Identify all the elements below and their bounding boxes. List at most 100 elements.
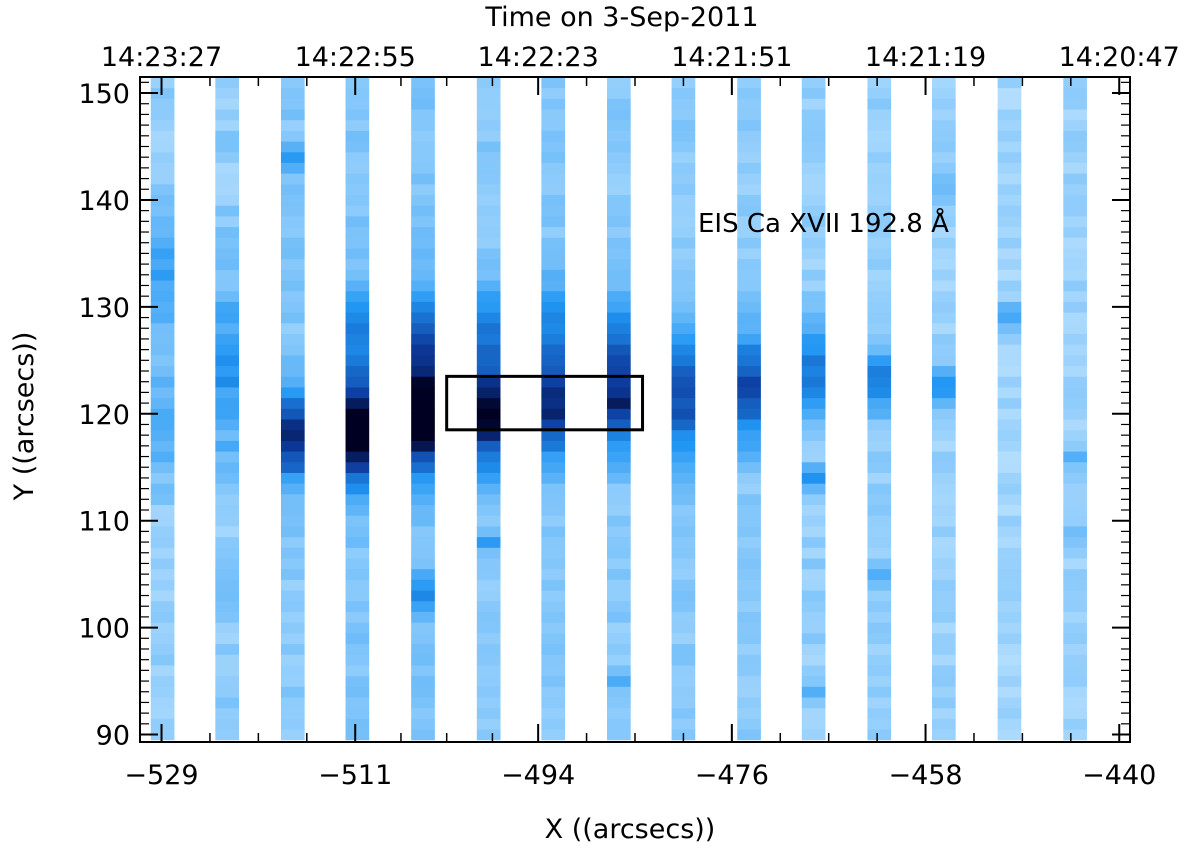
slit-cell — [150, 526, 175, 538]
slit-cell — [215, 686, 239, 698]
slit-cell — [1063, 194, 1087, 206]
slit-cell — [932, 365, 956, 377]
slit-cell — [671, 440, 696, 452]
slit-cell — [541, 130, 566, 142]
slit-cell — [997, 162, 1022, 174]
slit-cell — [671, 344, 696, 356]
slit-cell — [345, 77, 370, 89]
slit-cell — [997, 215, 1022, 228]
slit-cell — [150, 387, 175, 399]
slit-cell — [671, 590, 696, 602]
slit-cell — [411, 354, 435, 367]
slit-cell — [932, 98, 956, 110]
slit-cell — [345, 397, 370, 409]
slit-cell — [997, 536, 1022, 548]
slit-cell — [737, 387, 761, 399]
slit-cell — [476, 536, 501, 548]
slit-cell — [867, 579, 892, 591]
slit-cell — [541, 461, 566, 473]
y-tick-label: 140 — [78, 186, 130, 217]
slit-cell — [801, 312, 826, 324]
slit-cell — [476, 697, 501, 709]
slit-cell — [215, 526, 239, 538]
slit-cell — [801, 419, 826, 431]
slit-cell — [737, 611, 761, 623]
slit-cell — [476, 226, 501, 238]
slit-cell — [737, 301, 761, 313]
slit-cell — [411, 697, 435, 709]
slit-cell — [997, 568, 1022, 580]
slit-cell — [867, 87, 892, 99]
slit-cell — [867, 600, 892, 612]
slit-cell — [280, 547, 305, 559]
slit-cell — [345, 665, 370, 677]
slit-cell — [411, 87, 435, 99]
slit-cell — [801, 729, 826, 741]
slit-cell — [411, 718, 435, 730]
slit-cell — [280, 526, 305, 538]
slit-cell — [867, 344, 892, 356]
slit-cell — [801, 697, 826, 709]
slit-cell — [476, 429, 501, 441]
slit-cell — [150, 269, 175, 281]
slit-cell — [476, 354, 501, 367]
y-axis-title: Y ((arcsecs)) — [9, 332, 40, 502]
slit-cell — [932, 119, 956, 131]
slit-cell — [607, 387, 631, 399]
slit-cell — [345, 194, 370, 206]
slit-cell — [801, 493, 826, 506]
slit-cell — [1063, 536, 1087, 548]
slit-cell — [150, 248, 175, 260]
slit-cell — [476, 98, 501, 110]
slit-cell — [150, 654, 175, 666]
slit-cell — [607, 600, 631, 612]
slit-cell — [280, 643, 305, 655]
top-tick-label: 14:21:51 — [671, 42, 792, 73]
slit-cell — [345, 109, 370, 121]
slit-cell — [997, 472, 1022, 484]
slit-cell — [1063, 600, 1087, 612]
slit-cell — [801, 504, 826, 516]
slit-cell — [737, 141, 761, 153]
slit-cell — [345, 290, 370, 302]
slit-cell — [801, 344, 826, 356]
slit-cell — [867, 472, 892, 484]
slit-cell — [411, 622, 435, 634]
slit-cell — [607, 622, 631, 634]
slit-cell — [997, 376, 1022, 388]
slit-cell — [932, 77, 956, 89]
slit-cell — [997, 173, 1022, 185]
slit-cell — [997, 98, 1022, 110]
slit-cell — [932, 493, 956, 506]
slit-cell — [541, 194, 566, 206]
slit-cell — [150, 558, 175, 570]
slit-cell — [345, 632, 370, 645]
slit-cell — [541, 697, 566, 709]
slit-cell — [737, 600, 761, 612]
slit-cell — [215, 440, 239, 452]
slit-cell — [997, 729, 1022, 741]
slit-cell — [215, 579, 239, 591]
slit-cell — [541, 515, 566, 527]
slit-cell — [607, 280, 631, 292]
slit-cell — [997, 718, 1022, 730]
slit-cell — [932, 387, 956, 399]
slit-cell — [541, 504, 566, 516]
slit-cell — [411, 119, 435, 131]
slit-cell — [215, 258, 239, 270]
slit-cell — [1063, 205, 1087, 217]
slit-cell — [801, 611, 826, 623]
slit-cell — [737, 354, 761, 367]
slit-cell — [801, 590, 826, 602]
slit-cell — [150, 141, 175, 153]
slit-cell — [867, 226, 892, 238]
top-tick-label: 14:23:27 — [101, 42, 222, 73]
slit-cell — [345, 483, 370, 495]
slit-cell — [476, 558, 501, 570]
slit-cell — [215, 451, 239, 463]
slit-cell — [997, 600, 1022, 612]
slit-cell — [1063, 707, 1087, 719]
slit-cell — [541, 312, 566, 324]
slit-cell — [150, 440, 175, 452]
